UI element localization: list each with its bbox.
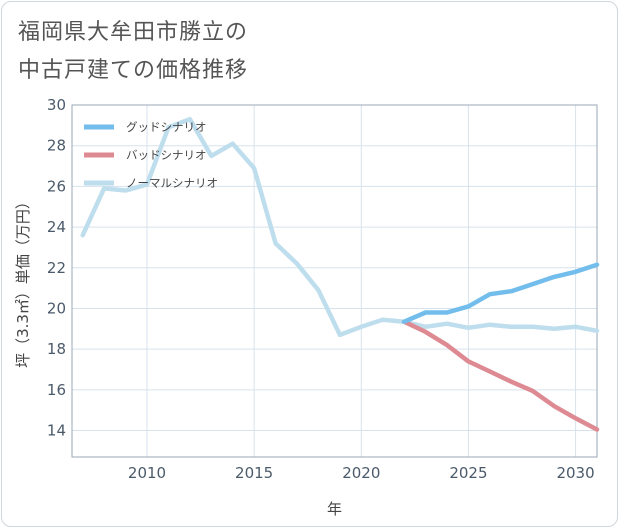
y-tick-label: 24 (47, 218, 66, 236)
x-tick-label: 2030 (556, 464, 594, 482)
x-axis-title: 年 (327, 500, 342, 518)
y-tick-label: 14 (47, 422, 66, 440)
y-tick-label: 26 (47, 177, 66, 195)
y-axis-ticks: 14 16 18 20 22 24 26 28 30 (47, 96, 66, 440)
series-line-normal (80, 116, 600, 338)
y-tick-label: 30 (47, 96, 66, 114)
x-tick-label: 2010 (128, 464, 166, 482)
y-tick-label: 28 (47, 137, 66, 155)
plot-area-frame (71, 104, 598, 458)
y-tick-label: 20 (47, 299, 66, 317)
legend-label-bad: バッドシナリオ (126, 148, 207, 162)
chart-title: 福岡県大牟田市勝立の 中古戸建ての価格推移 (18, 14, 248, 90)
y-axis-title: 坪（3.3㎡）単価（万円） (14, 194, 32, 368)
chart-title-line1: 福岡県大牟田市勝立の (18, 20, 249, 45)
legend-label-normal: ノーマルシナリオ (126, 176, 218, 190)
series-line-bad (401, 319, 600, 432)
x-tick-label: 2025 (449, 464, 487, 482)
y-tick-label: 22 (47, 259, 66, 277)
series-line-good (401, 262, 600, 324)
y-tick-label: 18 (47, 340, 66, 358)
chart-title-line2: 中古戸建ての価格推移 (18, 58, 249, 83)
legend-label-good: グッドシナリオ (126, 120, 207, 134)
series-lines (80, 116, 600, 432)
x-tick-label: 2015 (235, 464, 273, 482)
x-axis-ticks: 2010 2015 2020 2025 2030 (128, 464, 595, 482)
x-tick-label: 2020 (342, 464, 380, 482)
y-tick-label: 16 (47, 381, 66, 399)
